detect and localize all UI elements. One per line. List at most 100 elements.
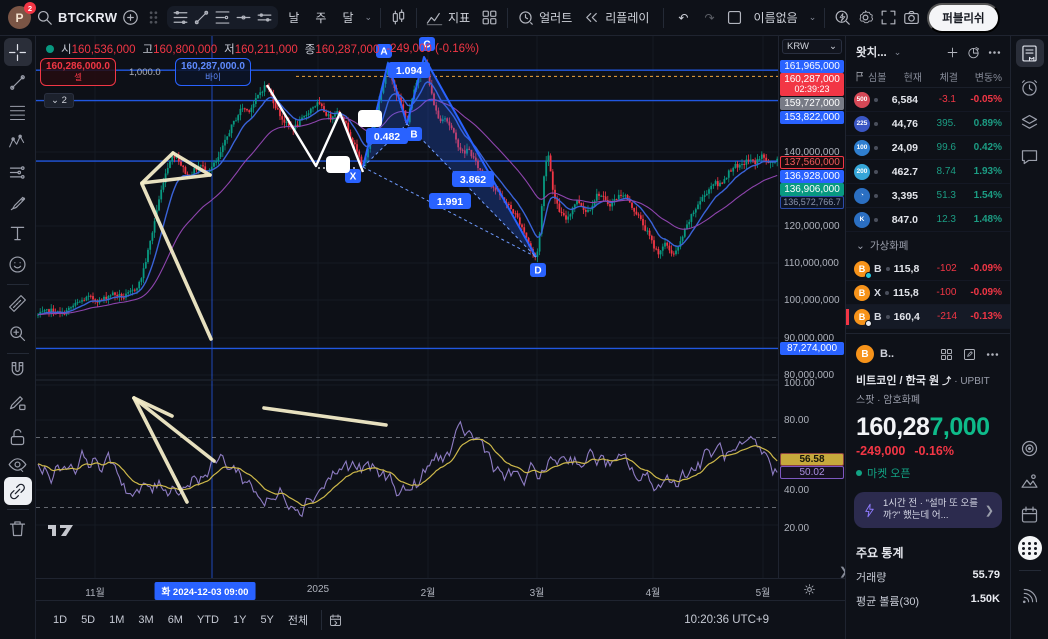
interval-week-button[interactable]: 주 [315,11,327,25]
measure-tool-icon[interactable] [4,289,32,317]
sidebar-collapse-handle[interactable]: ❯ [839,566,849,578]
interval-month-button[interactable]: 달 [342,11,354,25]
calendar-panel-icon[interactable] [1016,500,1044,528]
symbol-full-title[interactable]: 비트코인 / 한국 원 ⤴ · UPBIT [856,375,990,387]
alert-icon[interactable] [516,8,535,27]
watchlist-panel-icon[interactable] [1015,39,1044,67]
magnet-tool-icon[interactable] [4,356,32,384]
fullscreen-icon[interactable] [879,8,898,27]
sync-drawings-link-icon[interactable] [3,477,32,505]
settings-gear-icon[interactable] [856,8,875,27]
quick-action-icon[interactable] [833,8,852,27]
text-tool-icon[interactable] [4,219,32,247]
indicators-button[interactable]: 지표 [448,11,471,25]
avatar[interactable]: P 2 [8,2,36,29]
crypto-section-header[interactable]: ⌄ 가상화폐 [856,239,909,253]
layout-name-button[interactable]: 이름없음 [753,11,798,25]
symbol-short-name[interactable]: B.. [880,348,895,360]
alerts-panel-icon[interactable] [1016,74,1044,102]
alert-button[interactable]: 얼러트 [539,11,573,25]
range-button[interactable]: 5Y [260,614,274,626]
publish-button[interactable]: 퍼블리쉬 [927,2,1000,33]
watchlist-title[interactable]: 왓치... [856,47,887,59]
broadcast-signal-icon[interactable] [1016,582,1044,610]
redo-button[interactable]: ↷ [704,10,715,25]
sell-button[interactable]: 160,286,000.0 셀 [40,58,116,86]
pattern-tool-icon[interactable] [4,128,32,156]
horizontal-line-tool-icon[interactable] [234,8,253,27]
watchlist-dropdown-caret[interactable]: ⌄ [893,46,902,57]
snapshot-camera-icon[interactable] [902,8,921,27]
watchlist-row[interactable]: B X 115,8 -100 -0.09% [846,281,1010,305]
chart-area[interactable]: X A B C D 1.094 0.482 3.862 1.991 시160,536,000 고… [36,36,845,600]
layout-select-icon[interactable] [725,8,744,27]
axis-settings-gear-icon[interactable] [802,582,817,597]
time-axis[interactable]: 11월 2025 2월 3월 4월 5월 화 2024-12-03 09:00 [36,578,845,600]
watchlist-row[interactable]: 225 44,76 395. 0.89% [846,112,1010,136]
symbol-name[interactable]: BTCKRW [58,10,118,25]
trend-line-tool-icon[interactable] [4,68,32,96]
watchlist-row[interactable]: 500 6,584 -3.1 -0.05% [846,88,1010,112]
symbol-more-icon[interactable] [985,347,1000,362]
range-button[interactable]: 5D [81,614,96,626]
range-button[interactable]: 전체 [287,615,309,627]
interval-day-button[interactable]: 날 [288,11,300,25]
watchlist-row[interactable]: 200 462.7 8.74 1.93% [846,160,1010,184]
clock-display[interactable]: 10:20:36 UTC+9 [684,614,769,626]
stay-in-drawing-mode-icon[interactable] [4,388,32,416]
symbol-grid-icon[interactable] [939,347,954,362]
drag-handle-icon[interactable] [144,8,163,27]
layout-grid-icon[interactable] [480,8,499,27]
range-button[interactable]: 6M [167,614,183,626]
trendline-tool-icon[interactable] [192,8,211,27]
apps-dotgrid-icon[interactable] [1016,534,1044,562]
range-button[interactable]: 1D [53,614,68,626]
hide-drawings-icon[interactable] [4,450,32,478]
watchlist-row[interactable]: B B 160,4 -214 -0.13% [846,305,1010,329]
watchlist-add-icon[interactable] [945,45,960,60]
range-button[interactable]: 3M [138,614,154,626]
range-button[interactable]: 1M [109,614,125,626]
zoom-in-tool-icon[interactable] [4,319,32,347]
ideas-panel-icon[interactable] [1016,467,1044,495]
watchlist-row[interactable]: B B 115,8 -102 -0.09% [846,257,1010,281]
fib-retracement-tool-icon[interactable] [4,98,32,126]
lock-drawings-icon[interactable] [4,423,32,451]
data-window-layers-icon[interactable] [1016,108,1044,136]
indicators-icon[interactable] [425,8,444,27]
hlines-tool-icon[interactable] [171,8,190,27]
watchlist-pie-icon[interactable] [966,45,981,60]
symbol-edit-icon[interactable] [962,347,977,362]
watchlist-row[interactable]: K 847.0 12.3 1.48% [846,208,1010,232]
layout-dropdown-caret[interactable]: ⌄ [808,12,817,22]
news-pill[interactable]: 1시간 전 · "설마 또 오를까?" 했는데 어... ❯ [854,492,1002,528]
crosshair-tool-icon[interactable] [3,38,32,66]
chart-style-icon[interactable] [389,8,408,27]
hotlists-target-icon[interactable] [1016,434,1044,462]
tradingview-logo[interactable] [48,522,74,540]
range-button[interactable]: YTD [196,614,219,626]
prediction-tool-icon[interactable] [4,158,32,186]
currency-selector[interactable]: KRW ⌄ [782,39,842,54]
price-axis[interactable]: KRW ⌄ 140,000,000 120,000,000 110,000,000 10… [778,36,845,578]
watchlist-more-icon[interactable] [987,45,1002,60]
fib-tool-icon[interactable] [213,8,232,27]
channel-tool-icon[interactable] [255,8,274,27]
replay-button[interactable]: 리플레이 [605,11,650,25]
flag-icon[interactable] [854,69,866,84]
watchlist-row[interactable]: 100 24,09 99.6 0.42% [846,136,1010,160]
undo-button[interactable]: ↶ [678,10,689,25]
brush-tool-icon[interactable] [4,189,32,217]
replay-icon[interactable] [582,8,601,27]
interval-dropdown-caret[interactable]: ⌄ [364,12,373,22]
watchlist-row[interactable]: ◔ 3,395 51.3 1.54% [846,184,1010,208]
emoji-tool-icon[interactable] [4,250,32,278]
price-chart-canvas[interactable]: X A B C D 1.094 0.482 3.862 1.991 [36,36,778,578]
chat-panel-icon[interactable] [1016,142,1044,170]
compare-add-icon[interactable] [121,8,140,27]
buy-button[interactable]: 160,287,000.0 바이 [175,58,251,86]
go-to-date-icon[interactable] [328,613,343,628]
object-tree-count-button[interactable]: ⌄ 2 [44,93,74,108]
remove-drawings-trash-icon[interactable] [4,514,32,542]
range-button[interactable]: 1Y [232,614,247,626]
